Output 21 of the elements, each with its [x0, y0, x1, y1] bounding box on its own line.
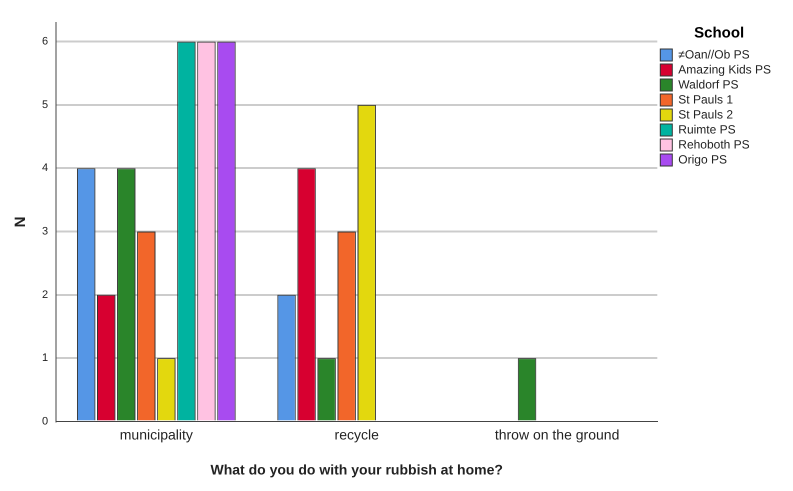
y-tick-label: 6	[42, 36, 48, 48]
y-tick-label: 5	[42, 98, 48, 111]
legend-label: Rehoboth PS	[678, 137, 750, 152]
y-tick-label: 1	[42, 352, 48, 364]
x-tick-label: throw on the ground	[494, 426, 620, 443]
x-tick-label: recycle	[334, 426, 380, 443]
legend-label: St Pauls 1	[678, 92, 734, 106]
legend-label: ≠Oan//Ob PS	[678, 47, 750, 62]
y-tick-label: 3	[42, 226, 48, 238]
y-tick-label: 4	[42, 162, 48, 174]
legend-label: Origo PS	[678, 152, 727, 166]
y-tick-label: 0	[42, 415, 48, 428]
x-axis-title: What do you do with your rubbish at home?	[210, 461, 503, 478]
y-tick-label: 2	[42, 288, 48, 301]
legend-label: Amazing Kids PS	[678, 62, 772, 76]
x-tick-label: municipality	[120, 426, 193, 443]
legend-title: School	[694, 24, 744, 42]
y-axis-title: N	[12, 216, 30, 228]
legend-label: Waldorf PS	[678, 77, 739, 92]
legend-label: Ruimte PS	[678, 122, 736, 136]
legend-label: St Pauls 2	[678, 107, 734, 122]
